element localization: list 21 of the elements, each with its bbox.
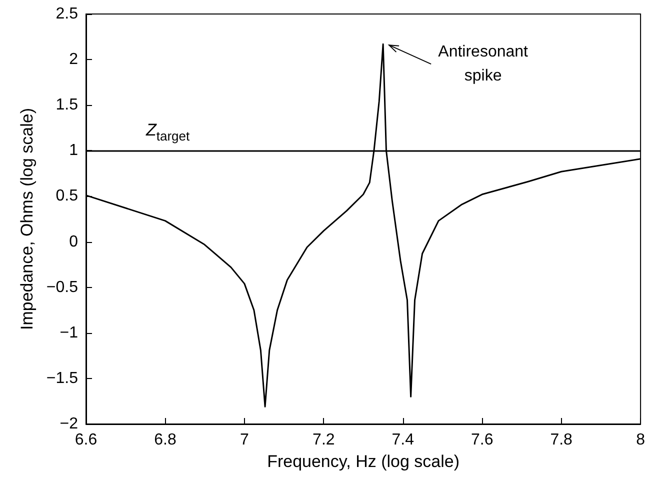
y-tick-label: −0.5: [46, 278, 78, 296]
x-tick-label: 6.8: [154, 432, 176, 448]
x-tick-label: 7.6: [470, 432, 494, 448]
y-tick-label: −1: [60, 324, 78, 342]
x-tick-label: 7: [240, 432, 249, 448]
y-tick-label: 0: [69, 233, 78, 250]
y-tick-label: −2: [60, 416, 78, 432]
x-axis-title: Frequency, Hz (log scale): [267, 452, 460, 471]
y-tick-label: 0.5: [56, 188, 78, 205]
y-tick-label: 1: [69, 142, 78, 160]
y-tick-label: 2.5: [56, 6, 78, 22]
y-axis-title: Impedance, Ohms (log scale): [18, 108, 37, 330]
annotation: Antiresonant spike: [438, 44, 529, 85]
x-tick-label: 6.6: [74, 432, 98, 448]
y-tick-label: 1.5: [56, 96, 78, 114]
x-tick-label: 7.2: [312, 432, 335, 448]
y-tick-label: −1.5: [46, 370, 78, 387]
x-tick-label: 8: [636, 432, 646, 448]
x-tick-label: 7.8: [550, 432, 573, 448]
x-tick-label: 7.4: [392, 432, 414, 448]
y-tick-label: 2: [69, 51, 78, 68]
